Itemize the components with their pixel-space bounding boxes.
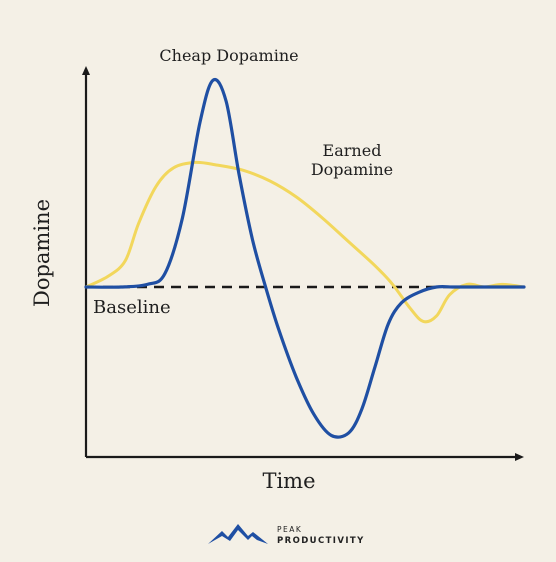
y-axis-label: Dopamine xyxy=(30,199,54,307)
brand-logo: PEAK PRODUCTIVITY xyxy=(208,524,365,546)
brand-line-peak: PEAK xyxy=(277,525,302,534)
series-line-cheap-dopamine xyxy=(84,77,526,439)
annotation-cheap-dopamine: Cheap Dopamine xyxy=(159,46,298,65)
series-line-earned-dopamine xyxy=(84,160,526,324)
baseline-label: Baseline xyxy=(93,297,171,318)
annotation-earned-line1: Earned xyxy=(323,141,382,160)
mountain-icon xyxy=(208,524,268,544)
annotation-earned-line2: Dopamine xyxy=(311,160,393,179)
brand-line-productivity: PRODUCTIVITY xyxy=(277,536,365,546)
x-axis-label: Time xyxy=(262,469,315,493)
